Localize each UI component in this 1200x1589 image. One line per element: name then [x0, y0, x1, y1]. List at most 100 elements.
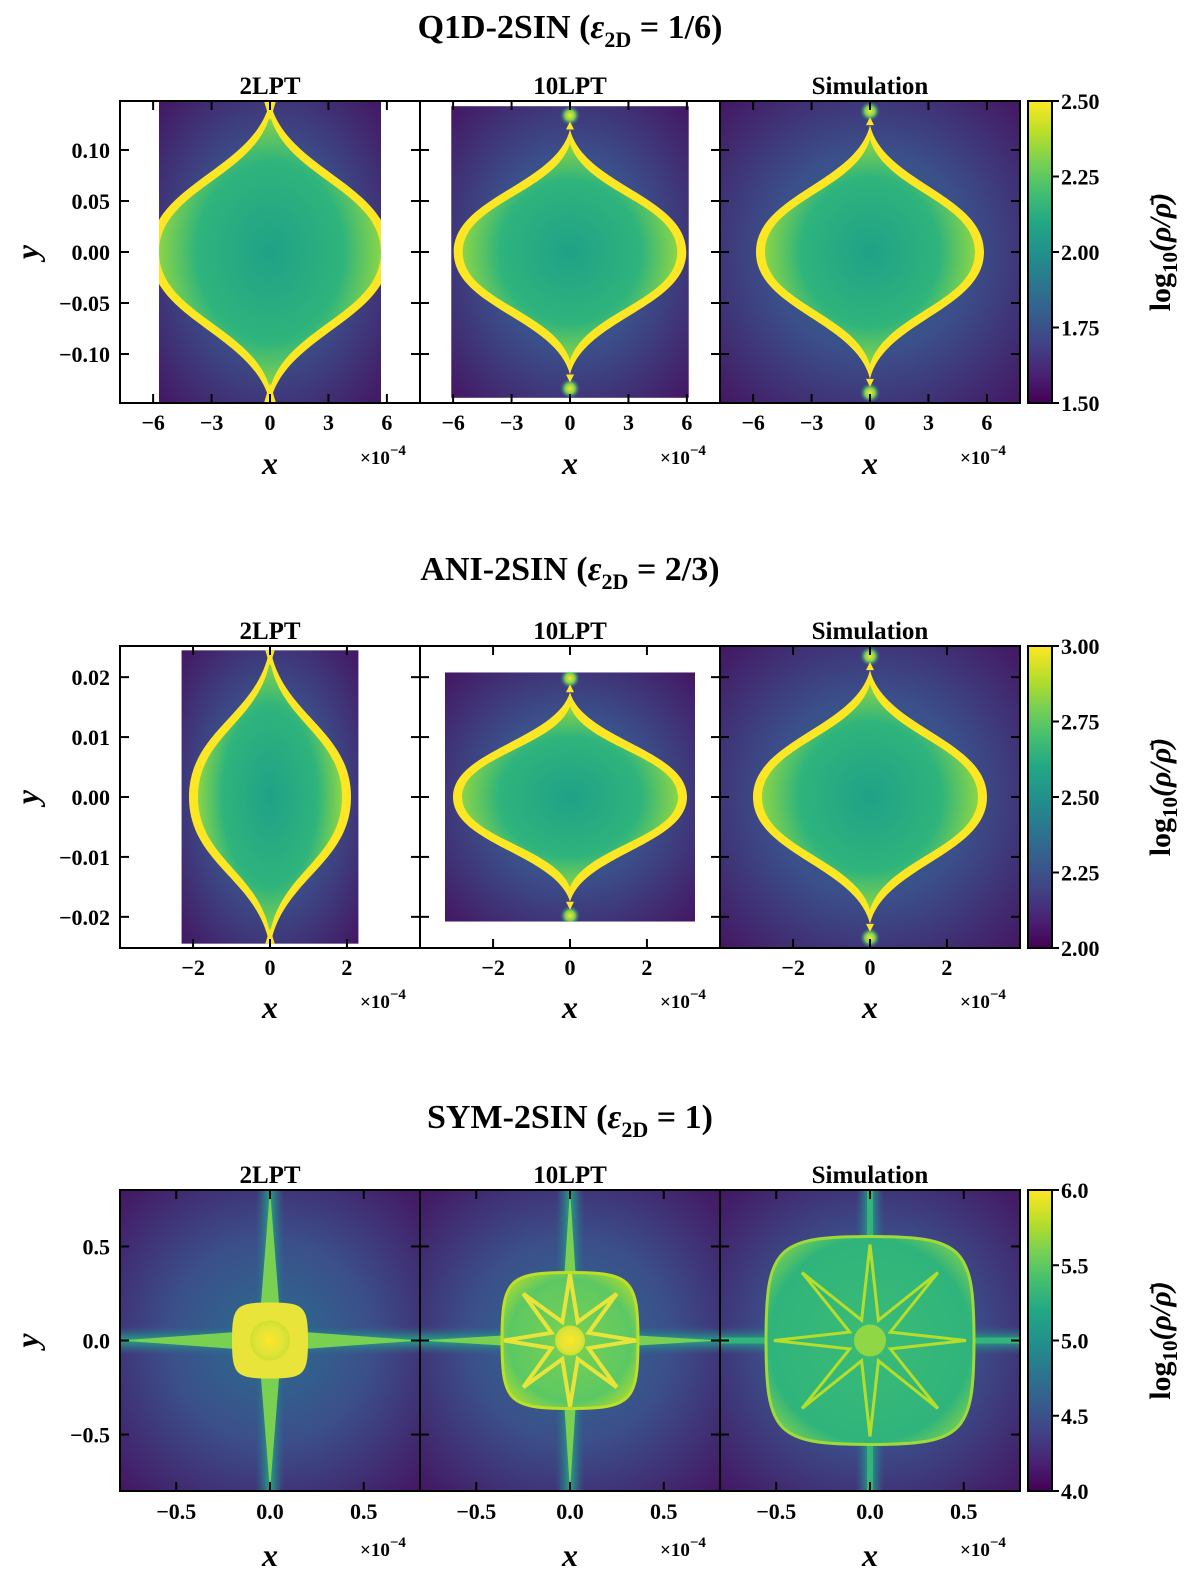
- x-tick-label: 6: [681, 410, 692, 435]
- x-tick-label: 2: [941, 955, 952, 980]
- x-axis-label: x: [261, 445, 278, 481]
- caustic-core: [250, 1320, 290, 1361]
- x-tick-label: 0.5: [350, 1499, 378, 1524]
- x-scale-label: ×10−4: [660, 1535, 706, 1561]
- x-scale-label: ×10−4: [660, 443, 706, 469]
- filament-top: [566, 684, 574, 693]
- x-scale-label: ×10−4: [660, 987, 706, 1013]
- x-tick-label: 2: [641, 955, 652, 980]
- x-tick-label: 3: [323, 410, 334, 435]
- x-tick-label: 0: [565, 955, 576, 980]
- filament-bottom: [264, 383, 276, 403]
- y-axis-label: y: [9, 1333, 45, 1352]
- y-tick-label: 0.05: [72, 189, 111, 214]
- colorbar-tick-label: 2.50: [1061, 89, 1100, 114]
- panel-title: 10LPT: [533, 73, 607, 100]
- panel-title: 10LPT: [533, 618, 607, 645]
- panel-2lpt: 2LPT −6 −3 0 3 6 0.10 0.05 0.00 −0.05 −0.10 x ×10−4: [59, 73, 421, 481]
- y-tick-label: 0.0: [83, 1329, 111, 1354]
- panel-title: 10LPT: [533, 1162, 607, 1189]
- y-tick-label: −0.02: [59, 905, 110, 930]
- x-tick-label: −0.5: [456, 1499, 496, 1524]
- x-tick-label: −6: [741, 410, 765, 435]
- x-tick-label: −3: [200, 410, 224, 435]
- spot-bottom: [860, 927, 880, 948]
- spot-bottom: [560, 905, 580, 922]
- caustic-interior: [462, 143, 678, 361]
- caustic-interior: [462, 706, 678, 888]
- x-axis-label: x: [261, 989, 278, 1025]
- y-tick-label: −0.05: [59, 291, 110, 316]
- filament-bottom: [265, 928, 275, 944]
- x-tick-label: 0.5: [650, 1499, 678, 1524]
- x-tick-label: 0.0: [556, 1499, 584, 1524]
- x-scale-label: ×10−4: [960, 987, 1006, 1013]
- x-tick-label: −0.5: [756, 1499, 796, 1524]
- colorbar-gradient: [1027, 645, 1053, 949]
- colorbar-tick-label: 2.25: [1061, 861, 1100, 886]
- colorbar-tick-label: 4.5: [1061, 1404, 1089, 1429]
- x-tick-label: 0.0: [856, 1499, 884, 1524]
- y-tick-label: 0.5: [83, 1234, 111, 1259]
- density-image: [720, 101, 1020, 403]
- caustic-interior: [198, 660, 342, 934]
- x-tick-label: 3: [923, 410, 934, 435]
- spot-top: [860, 646, 880, 667]
- colorbar-tick-label: 5.5: [1061, 1253, 1089, 1278]
- x-tick-label: −2: [781, 955, 805, 980]
- density-image: [158, 101, 382, 403]
- x-tick-label: −2: [481, 955, 505, 980]
- spot-bottom: [860, 382, 880, 403]
- filament-bottom: [866, 923, 874, 932]
- filament-top: [566, 121, 574, 130]
- density-image: [181, 650, 359, 944]
- x-tick-label: 0: [265, 955, 276, 980]
- panel-title: 2LPT: [239, 1162, 300, 1189]
- colorbar-tick-label: 6.0: [1061, 1178, 1089, 1203]
- colorbar-tick-label: 2.00: [1061, 936, 1100, 961]
- x-tick-label: −0.5: [156, 1499, 196, 1524]
- density-image: [451, 106, 689, 398]
- colorbar-gradient: [1027, 100, 1053, 404]
- x-axis-label: x: [861, 1537, 878, 1573]
- x-tick-label: 2: [341, 955, 352, 980]
- panel-title: 2LPT: [239, 618, 300, 645]
- caustic-core: [854, 1324, 886, 1357]
- density-image: [420, 1190, 720, 1491]
- x-tick-label: −3: [500, 410, 524, 435]
- caustic-interior: [765, 139, 975, 365]
- x-tick-label: −2: [181, 955, 205, 980]
- filament-bottom: [566, 901, 574, 910]
- x-tick-label: −6: [141, 410, 165, 435]
- colorbar-tick-label: 2.25: [1061, 165, 1100, 190]
- row-title: Q1D-2SIN (ε2D = 1/6): [418, 9, 723, 52]
- y-tick-label: −0.5: [70, 1423, 110, 1448]
- colorbar-tick-label: 5.0: [1061, 1329, 1089, 1354]
- x-tick-label: 6: [981, 410, 992, 435]
- caustic-star: [503, 1274, 637, 1407]
- x-tick-label: 6: [381, 410, 392, 435]
- y-tick-label: 0.10: [72, 138, 111, 163]
- panel-10lpt: 10LPT −0.5 0.0 0.5 x ×10−4: [419, 1162, 721, 1573]
- chart-row-1: Q1D-2SIN (ε2D = 1/6) 2LPT −6 −3 0 3 6 0.10 0.05 0…: [9, 9, 1182, 481]
- density-image: [720, 646, 1020, 948]
- colorbar-tick-label: 1.50: [1061, 391, 1100, 416]
- x-axis-label: x: [861, 445, 878, 481]
- x-axis-label: x: [561, 989, 578, 1025]
- colorbar-label: log10(ρ/ρ̄): [1144, 193, 1182, 312]
- x-axis-label: x: [561, 445, 578, 481]
- x-scale-label: ×10−4: [360, 987, 406, 1013]
- x-tick-label: 0: [865, 410, 876, 435]
- density-image: [445, 672, 695, 922]
- panel-2lpt: 2LPT −0.5 0.0 0.5 0.5 0.0 −0.5 x ×10−4: [70, 1162, 421, 1573]
- colorbar-gradient: [1027, 1189, 1053, 1492]
- density-image: [720, 1190, 1020, 1491]
- x-tick-label: 3: [623, 410, 634, 435]
- y-tick-label: 0.00: [72, 240, 111, 265]
- panel-2lpt: 2LPT −2 0 2 0.02 0.01 0.00 −0.01 −0.02 x ×10−4: [59, 618, 421, 1025]
- colorbar-tick-label: 2.50: [1061, 785, 1100, 810]
- spot-top: [860, 101, 880, 122]
- x-tick-label: 0.5: [950, 1499, 978, 1524]
- x-axis-label: x: [561, 1537, 578, 1573]
